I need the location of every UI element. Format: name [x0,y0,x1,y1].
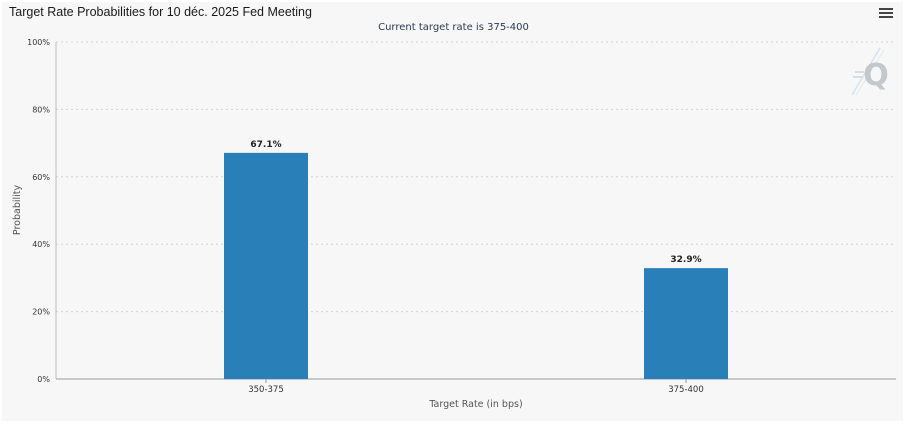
x-tick-label: 375-400 [668,385,704,395]
x-axis-title: Target Rate (in bps) [428,399,522,410]
bar-350-375[interactable] [224,152,308,379]
y-tick-label: 60% [32,173,50,182]
bar-375-400[interactable] [644,268,728,379]
y-axis-title: Probability [12,185,23,236]
chart-title: Target Rate Probabilities for 10 déc. 20… [9,5,312,19]
x-tick-label: 350-375 [248,385,284,395]
y-tick-label: 0% [37,375,50,384]
watermark-letter: Q [863,58,889,93]
y-tick-label: 20% [32,308,50,317]
data-label: 67.1% [250,140,281,150]
data-label: 32.9% [670,255,701,265]
q-logo-watermark-icon: Q [851,47,889,96]
chart-subtitle: Current target rate is 375-400 [378,22,529,33]
y-tick-label: 100% [27,38,50,47]
hamburger-menu-icon[interactable] [879,8,893,20]
y-tick-label: 80% [32,105,50,114]
chart-panel [2,2,903,421]
y-tick-label: 40% [32,240,50,249]
